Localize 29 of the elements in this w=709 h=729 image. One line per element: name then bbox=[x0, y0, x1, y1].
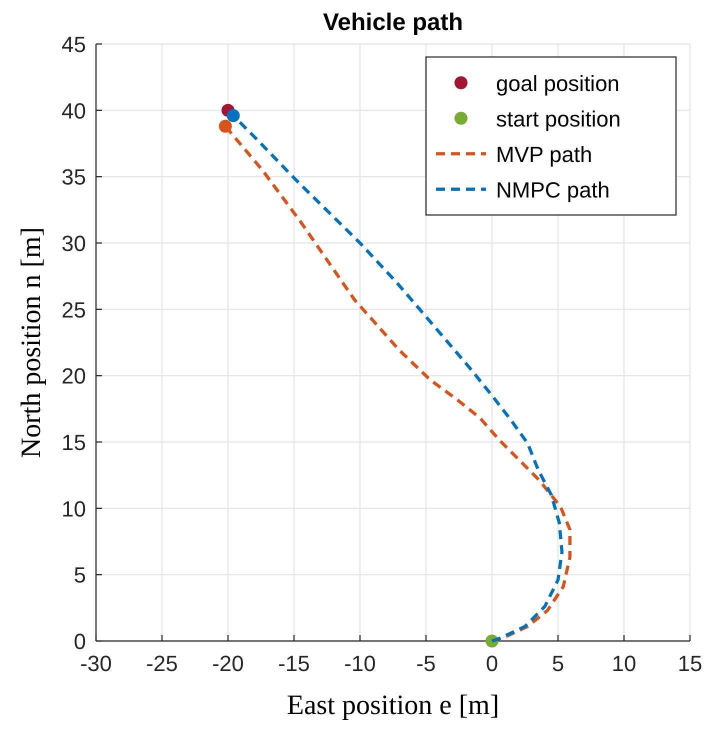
x-tick-label: -15 bbox=[278, 651, 310, 676]
x-tick-label: -5 bbox=[416, 651, 436, 676]
y-tick-label: 30 bbox=[62, 231, 86, 256]
point bbox=[226, 109, 240, 122]
y-tick-label: 45 bbox=[62, 32, 86, 57]
x-axis-title: East position e [m] bbox=[286, 690, 500, 721]
legend-label: start position bbox=[496, 106, 621, 132]
y-tick-label: 35 bbox=[62, 164, 86, 190]
y-tick-label: 20 bbox=[62, 364, 86, 389]
y-tick-label: 5 bbox=[74, 562, 86, 588]
x-tick-label: -25 bbox=[146, 651, 178, 676]
x-tick-label: -10 bbox=[344, 651, 376, 676]
legend-label: MVP path bbox=[496, 142, 592, 167]
chart-title: Vehicle path bbox=[322, 9, 464, 36]
x-tick-label: -20 bbox=[212, 651, 244, 676]
y-axis-title: North position n [m] bbox=[16, 227, 47, 458]
y-tick-label: 15 bbox=[62, 430, 86, 455]
y-tick-label: 25 bbox=[62, 297, 86, 322]
x-tick-label: 5 bbox=[552, 651, 564, 676]
y-tick-label: 10 bbox=[62, 496, 86, 522]
x-tick-label: 10 bbox=[612, 651, 636, 676]
x-tick-label: 15 bbox=[678, 651, 702, 676]
legend-label: goal position bbox=[496, 70, 620, 96]
x-tick-label: 0 bbox=[486, 651, 498, 676]
y-tick-label: 40 bbox=[62, 98, 86, 124]
y-tick-label: 0 bbox=[74, 629, 86, 654]
point bbox=[218, 120, 232, 133]
legend-label: NMPC path bbox=[496, 177, 610, 202]
x-tick-label: -30 bbox=[80, 651, 112, 676]
